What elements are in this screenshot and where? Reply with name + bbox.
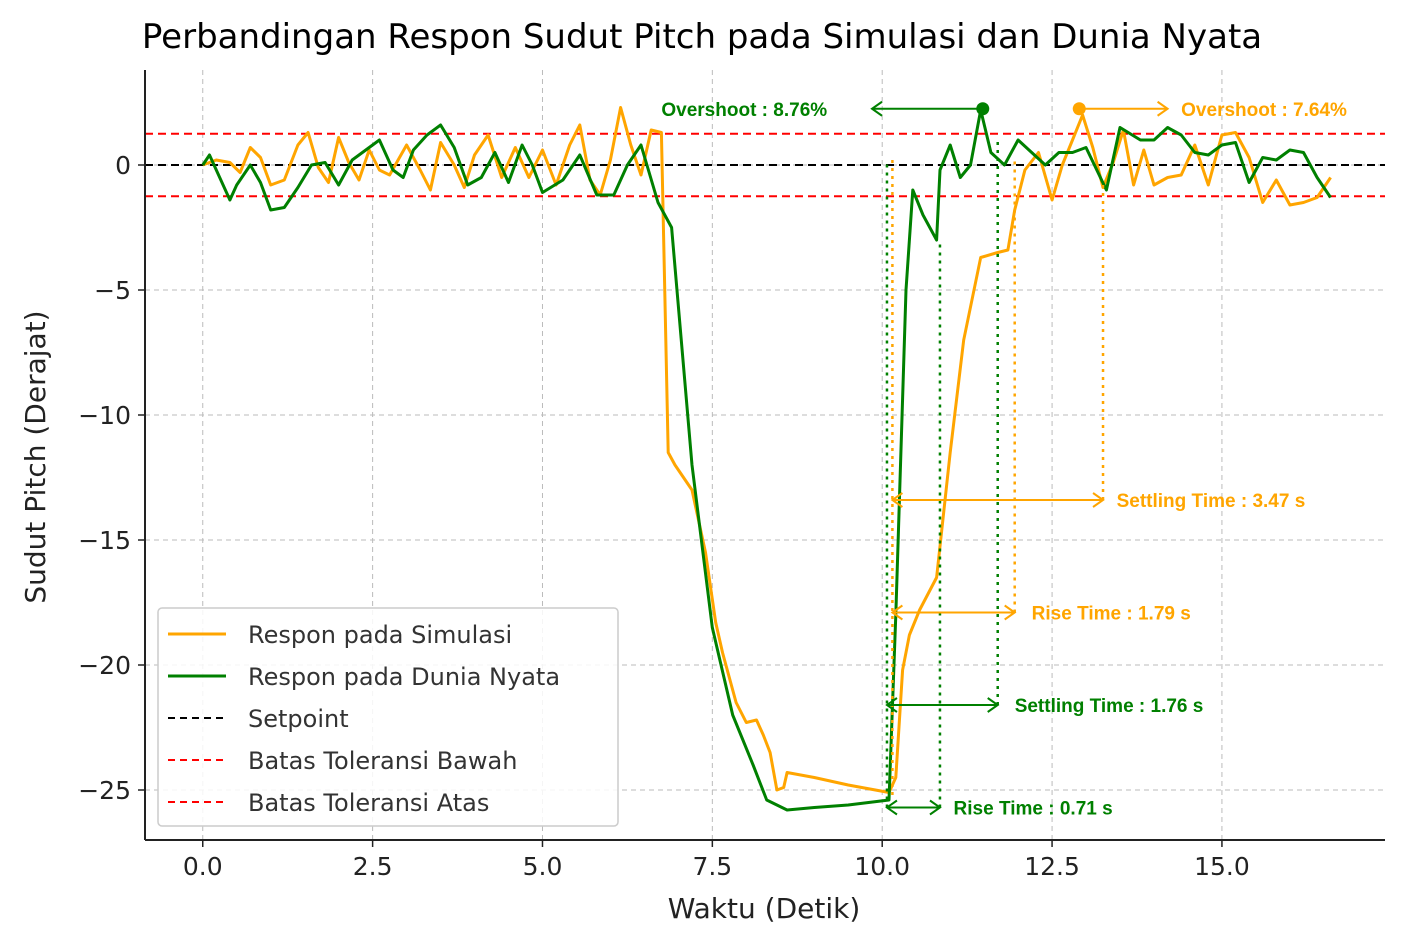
annotation-label: Rise Time : 1.79 s (1032, 604, 1191, 625)
peak-marker (1072, 102, 1086, 116)
arrow-head (1004, 604, 1017, 621)
arrow-head (885, 697, 898, 713)
series-line (202, 106, 1332, 794)
arrow-head (885, 799, 898, 816)
x-tick-label: 0.0 (183, 852, 223, 881)
y-tick-label: −25 (78, 776, 131, 805)
arrow-head (870, 100, 883, 117)
annotation-label: Overshoot : 8.76% (661, 100, 827, 121)
arrow-head (890, 492, 903, 508)
series-line (201, 108, 1332, 812)
arrow-head (1092, 492, 1105, 508)
x-tick-label: 10.0 (854, 852, 910, 881)
legend-entry: Respon pada Simulasi (248, 621, 512, 649)
legend-entry: Batas Toleransi Bawah (248, 747, 517, 775)
annotation-label: Overshoot : 7.64% (1181, 100, 1347, 121)
axes: 0.0 2.5 5.0 7.5 10.0 12.5 15.0 0 −5 −10 −15 −20 −25 (78, 70, 1385, 881)
arrow-head (890, 604, 903, 621)
arrow-head (987, 697, 1000, 713)
x-axis-label: Waktu (Detik) (668, 892, 861, 925)
arrow-head (929, 799, 942, 816)
x-tick-label: 5.0 (523, 852, 563, 881)
x-tick-label: 12.5 (1024, 852, 1080, 881)
annotation-label: Settling Time : 3.47 s (1117, 491, 1306, 512)
annotation-label: Rise Time : 0.71 s (954, 799, 1113, 820)
y-tick-label: 0 (115, 151, 131, 180)
arrow-head (1157, 100, 1170, 117)
chart-title: Perbandingan Respon Sudut Pitch pada Sim… (142, 17, 1262, 57)
legend-entry: Batas Toleransi Atas (248, 789, 489, 817)
y-tick-label: −5 (94, 276, 131, 305)
y-tick-label: −15 (78, 526, 131, 555)
x-tick-label: 2.5 (353, 852, 393, 881)
plot-area (145, 106, 1385, 812)
y-tick-label: −10 (78, 401, 131, 430)
legend-box (157, 607, 619, 827)
peak-marker (976, 102, 990, 116)
x-tick-label: 7.5 (692, 852, 732, 881)
legend-entry: Respon pada Dunia Nyata (248, 663, 560, 691)
x-tick-label: 15.0 (1194, 852, 1250, 881)
legend: Respon pada Simulasi Respon pada Dunia Ny… (157, 607, 619, 827)
legend-entry: Setpoint (248, 705, 349, 733)
annotations: Overshoot : 8.76% Overshoot : 7.64% Settli… (661, 100, 1347, 820)
y-tick-label: −20 (78, 651, 131, 680)
annotation-label: Settling Time : 1.76 s (1015, 696, 1204, 717)
y-axis-label: Sudut Pitch (Derajat) (19, 310, 52, 603)
